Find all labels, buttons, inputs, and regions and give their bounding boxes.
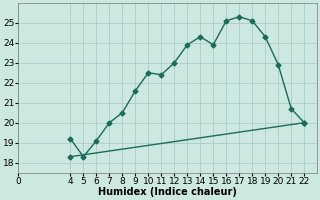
X-axis label: Humidex (Indice chaleur): Humidex (Indice chaleur) — [98, 187, 237, 197]
